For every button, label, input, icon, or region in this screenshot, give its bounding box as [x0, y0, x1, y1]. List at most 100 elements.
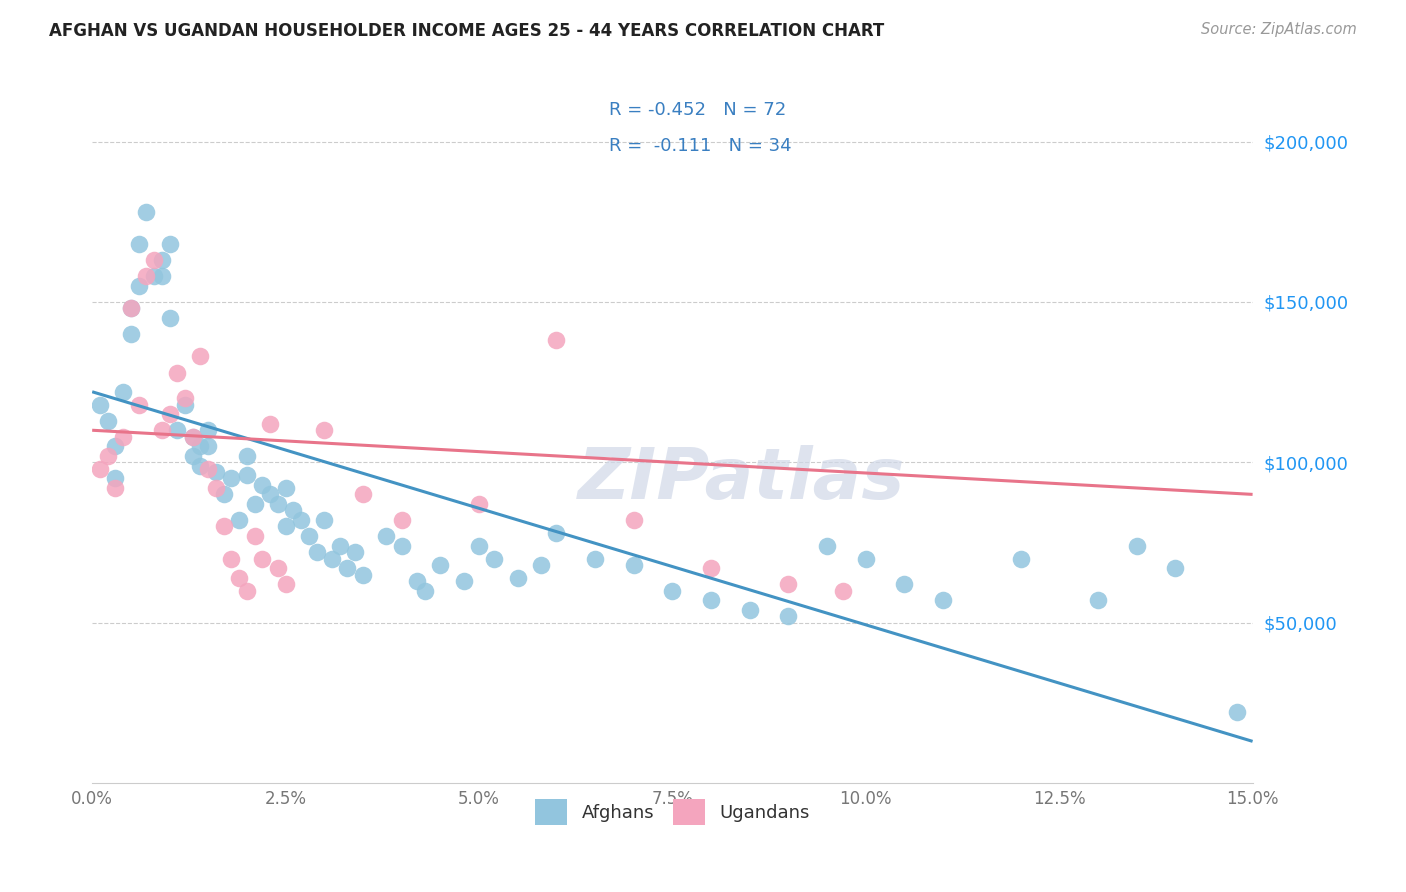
Point [1125, 539, 1147, 553]
Point [128, 237, 150, 252]
Point [406, 574, 429, 588]
Point [283, 503, 305, 517]
Point [778, 609, 800, 624]
Point [181, 430, 204, 444]
Point [375, 529, 398, 543]
Point [181, 449, 204, 463]
Point [314, 423, 336, 437]
Point [267, 497, 290, 511]
Point [243, 497, 266, 511]
Point [166, 366, 188, 380]
Point [221, 471, 243, 485]
Point [243, 529, 266, 543]
Point [190, 458, 212, 473]
Point [104, 471, 127, 485]
Point [259, 487, 281, 501]
Point [546, 525, 568, 540]
Point [298, 529, 321, 543]
Point [120, 301, 142, 316]
Point [267, 561, 290, 575]
Point [128, 398, 150, 412]
Point [128, 279, 150, 293]
Point [236, 449, 259, 463]
Point [97, 449, 120, 463]
Point [1164, 561, 1187, 575]
Point [290, 513, 312, 527]
Point [104, 481, 127, 495]
Point [344, 545, 367, 559]
Point [1226, 706, 1249, 720]
Point [205, 481, 228, 495]
Text: R = -0.452   N = 72: R = -0.452 N = 72 [609, 102, 786, 120]
Point [352, 487, 374, 501]
Point [252, 477, 274, 491]
Point [583, 551, 606, 566]
Point [932, 593, 955, 607]
Point [212, 519, 235, 533]
Point [391, 513, 413, 527]
Point [150, 269, 173, 284]
Legend: Afghans, Ugandans: Afghans, Ugandans [526, 790, 818, 834]
Point [468, 539, 491, 553]
Point [181, 430, 204, 444]
Point [135, 269, 157, 284]
Point [391, 539, 413, 553]
Point [336, 561, 359, 575]
Text: AFGHAN VS UGANDAN HOUSEHOLDER INCOME AGES 25 - 44 YEARS CORRELATION CHART: AFGHAN VS UGANDAN HOUSEHOLDER INCOME AGE… [49, 22, 884, 40]
Point [112, 384, 135, 399]
Point [120, 301, 142, 316]
Point [413, 583, 436, 598]
Point [1087, 593, 1109, 607]
Point [174, 391, 197, 405]
Point [221, 551, 243, 566]
Point [661, 583, 683, 598]
Point [197, 461, 219, 475]
Point [314, 513, 336, 527]
Point [228, 513, 250, 527]
Point [212, 487, 235, 501]
Point [321, 551, 343, 566]
Point [252, 551, 274, 566]
Point [159, 237, 181, 252]
Point [893, 577, 915, 591]
Point [174, 398, 197, 412]
Point [150, 253, 173, 268]
Point [484, 551, 506, 566]
Point [738, 603, 761, 617]
Point [274, 577, 297, 591]
Point [112, 430, 135, 444]
Point [190, 439, 212, 453]
Point [89, 398, 111, 412]
Text: ZIPatlas: ZIPatlas [578, 445, 905, 514]
Point [623, 558, 645, 572]
Point [274, 481, 297, 495]
Point [97, 414, 120, 428]
Point [150, 423, 173, 437]
Point [104, 439, 127, 453]
Point [159, 310, 181, 325]
Point [815, 539, 838, 553]
Point [197, 423, 219, 437]
Point [236, 468, 259, 483]
Point [259, 417, 281, 431]
Point [831, 583, 853, 598]
Text: R =  -0.111   N = 34: R = -0.111 N = 34 [609, 136, 792, 154]
Point [159, 407, 181, 421]
Point [120, 326, 142, 341]
Point [329, 539, 352, 553]
Point [143, 269, 166, 284]
Point [700, 593, 723, 607]
Point [429, 558, 451, 572]
Point [228, 571, 250, 585]
Point [236, 583, 259, 598]
Point [855, 551, 877, 566]
Point [190, 350, 212, 364]
Point [89, 461, 111, 475]
Point [166, 423, 188, 437]
Point [468, 497, 491, 511]
Point [530, 558, 553, 572]
Point [1010, 551, 1032, 566]
Point [700, 561, 723, 575]
Point [778, 577, 800, 591]
Point [205, 465, 228, 479]
